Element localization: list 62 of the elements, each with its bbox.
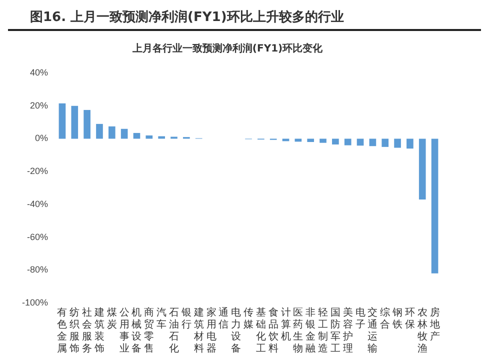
- y-tick-label: 0%: [35, 133, 48, 144]
- bar: [344, 138, 352, 146]
- x-tick-label: 建筑装饰: [93, 306, 104, 355]
- y-tick-label: 20%: [30, 100, 48, 110]
- x-tick-label: 电力设备: [231, 306, 242, 355]
- x-tick-label: 房地产: [428, 306, 440, 343]
- y-tick-label: -60%: [27, 232, 48, 242]
- bar: [146, 135, 153, 139]
- x-tick-label: 建筑材料: [192, 306, 204, 355]
- x-tick-label: 传媒: [244, 308, 254, 331]
- bar: [320, 138, 326, 143]
- x-tick-label: 农林牧渔: [416, 308, 428, 355]
- y-tick-label: -20%: [27, 166, 48, 176]
- bar: [282, 138, 290, 142]
- x-tick-label: 综合: [380, 306, 390, 331]
- bar: [133, 132, 140, 139]
- x-tick-label: 银行: [180, 308, 192, 331]
- bar: [96, 124, 103, 139]
- x-tick-label: 钢铁: [392, 308, 403, 331]
- bar: [394, 138, 401, 148]
- y-tick-label: -40%: [27, 198, 48, 209]
- bar: [120, 128, 128, 139]
- x-tick-label: 食品饮料: [267, 306, 278, 355]
- x-tick-label: 非银金融: [304, 306, 316, 355]
- y-tick-label: -80%: [27, 264, 48, 275]
- bar: [58, 103, 66, 139]
- bar: [84, 110, 90, 139]
- x-tick-label: 基础化工: [254, 306, 266, 355]
- bar: [71, 106, 78, 139]
- x-tick-label: 商贸零售: [144, 306, 154, 355]
- x-tick-label: 家用电器: [206, 306, 216, 355]
- x-tick-label: 社会服务: [82, 306, 92, 355]
- bar: [332, 138, 339, 144]
- x-tick-label: 机械设备: [132, 306, 142, 355]
- x-tick-label: 煤炭: [106, 306, 117, 331]
- x-tick-label: 电子: [355, 306, 366, 331]
- chart-subtitle: 上月各行业一致预测净利润(FY1)环比变化: [131, 42, 324, 55]
- bar: [356, 138, 364, 146]
- bar: [369, 138, 376, 146]
- x-tick-label: 计算机: [280, 306, 291, 343]
- bar: [294, 138, 302, 142]
- x-tick-label: 有色金属: [57, 306, 68, 355]
- x-tick-label: 汽车: [156, 306, 167, 331]
- x-tick-label: 交通运输: [368, 306, 378, 355]
- bar: [406, 138, 414, 149]
- bar: [431, 138, 438, 274]
- x-tick-label: 通信: [218, 306, 229, 331]
- bar: [307, 138, 314, 142]
- x-tick-label: 医药生物: [293, 308, 304, 355]
- x-tick-label: 美容护理: [342, 306, 353, 355]
- bar: [108, 126, 116, 139]
- x-tick-label: 石油石化: [168, 308, 179, 355]
- y-tick-label: -100%: [22, 297, 48, 308]
- x-tick-label: 纺织服饰: [68, 306, 80, 355]
- x-tick-label: 公用事业: [119, 306, 130, 355]
- x-tick-label: 国防军工: [330, 308, 340, 355]
- chart-title: 图16. 上月一致预测净利润(FY1)环比上升较多的行业: [8, 8, 481, 31]
- bar: [418, 138, 426, 200]
- bar: [382, 138, 389, 147]
- x-tick-label: 环保: [404, 308, 415, 331]
- y-tick-label: 40%: [30, 67, 48, 78]
- x-tick-label: 轻工制造: [318, 306, 328, 355]
